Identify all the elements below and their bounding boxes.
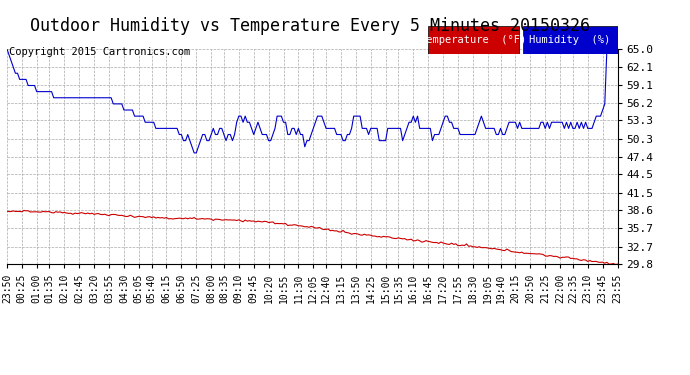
FancyBboxPatch shape [428, 26, 519, 54]
Text: Copyright 2015 Cartronics.com: Copyright 2015 Cartronics.com [9, 47, 190, 57]
Text: Humidity  (%): Humidity (%) [529, 35, 611, 45]
Text: Temperature  (°F): Temperature (°F) [420, 35, 526, 45]
Text: Outdoor Humidity vs Temperature Every 5 Minutes 20150326: Outdoor Humidity vs Temperature Every 5 … [30, 17, 591, 35]
FancyBboxPatch shape [523, 26, 618, 54]
